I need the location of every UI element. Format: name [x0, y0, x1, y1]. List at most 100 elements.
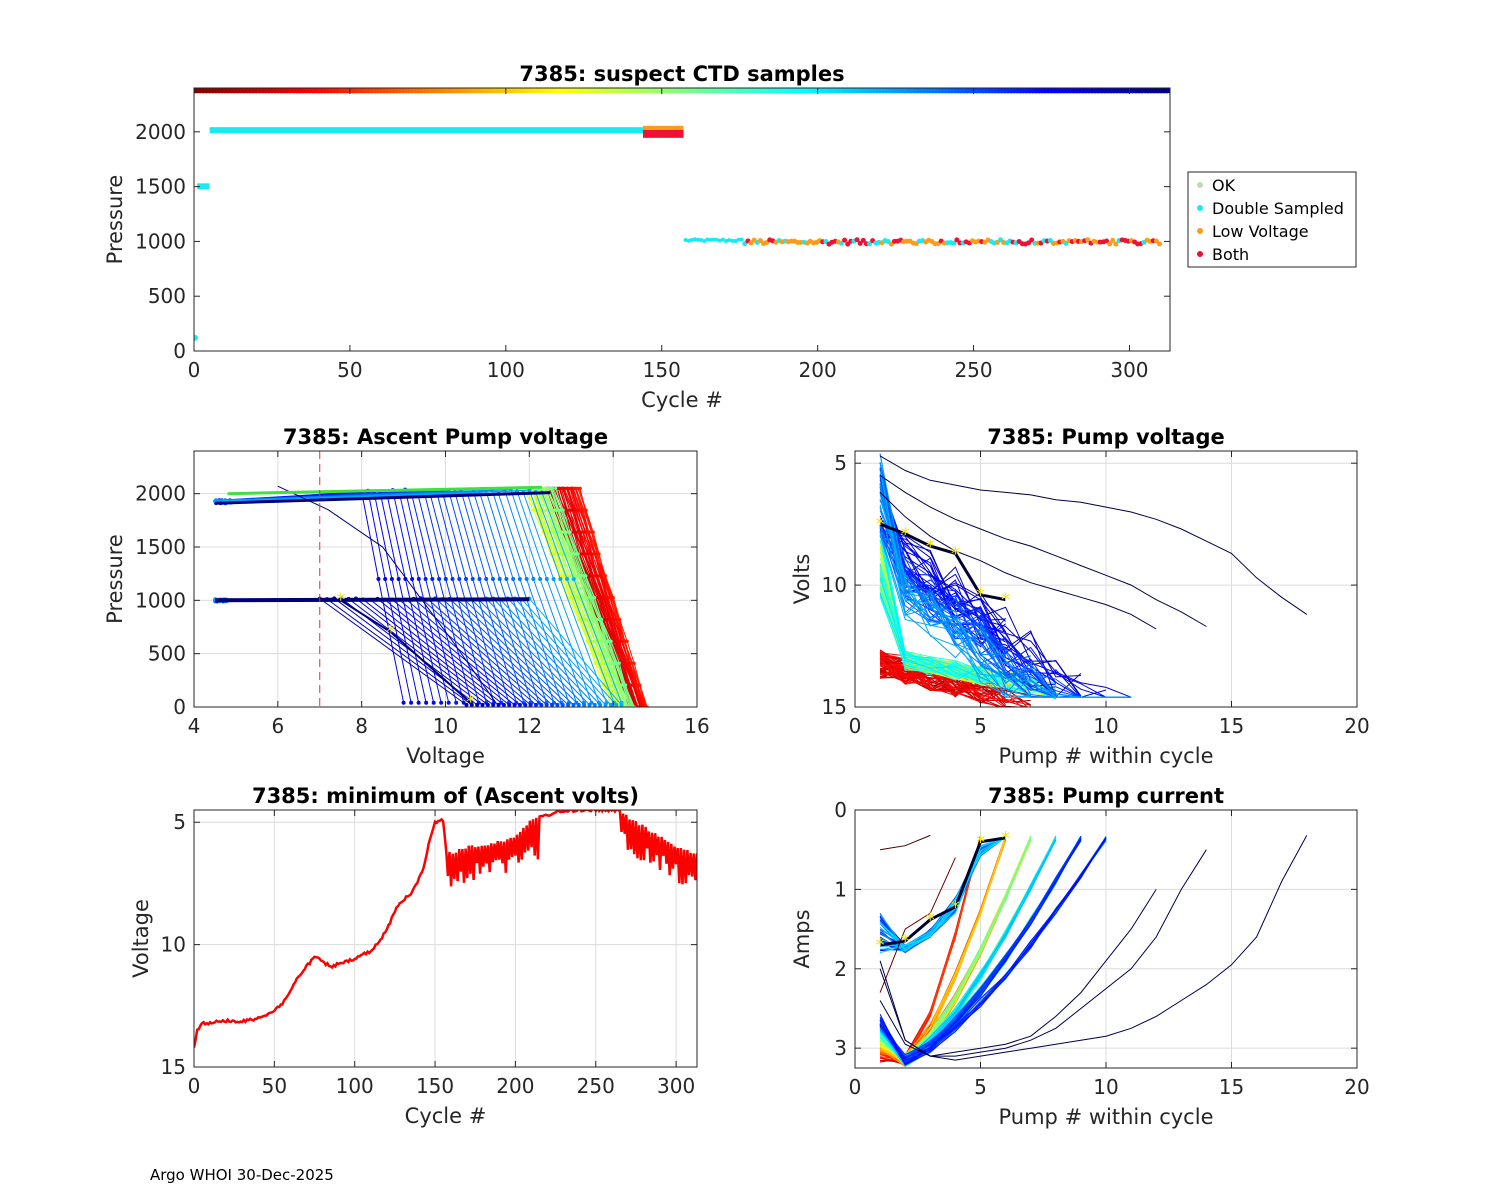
double-sampled-point: [194, 334, 198, 341]
ascent-series-late-point: [383, 577, 388, 581]
ascent-series-late-point: [576, 702, 581, 707]
legend-marker: [1197, 182, 1203, 188]
pump-voltage-series-late: [879, 524, 1057, 698]
ascent-series-middle-point: [576, 552, 580, 556]
double-sampled-point: [683, 237, 688, 242]
y-tick-label: 1500: [135, 175, 186, 199]
ascent-series-early-point: [583, 530, 587, 534]
pump-voltage-star: *: [1001, 590, 1010, 611]
double-sampled-point: [705, 237, 710, 242]
ascent-series-late-point: [403, 577, 408, 581]
pump-current-series-late: [879, 836, 1006, 952]
y-axis-label: Amps: [790, 909, 814, 968]
ascent-diagonal-line: [340, 599, 472, 704]
pump-voltage-highlight: [879, 522, 1006, 602]
both-block: [643, 129, 684, 138]
x-tick-label: 250: [954, 358, 992, 382]
double-sampled-point: [711, 237, 716, 242]
pump-voltage-long-series: [879, 455, 1308, 615]
ascent-series-early-point: [573, 530, 578, 534]
ascent-series-middle-point: [545, 486, 549, 490]
double-sampled-point: [689, 238, 694, 243]
x-tick-label: 16: [684, 714, 709, 738]
x-axis-label: Cycle #: [641, 388, 723, 412]
double-sampled-point: [724, 238, 729, 243]
ascent-series-late-point: [527, 488, 532, 493]
double-sampled-point: [838, 240, 844, 246]
x-tick-label: 300: [657, 1074, 695, 1098]
y-axis-label: Pressure: [103, 175, 127, 265]
x-tick-label: 20: [1344, 714, 1369, 738]
low-voltage-point: [1157, 241, 1163, 247]
ascent-series-early-point: [578, 530, 583, 534]
both-point: [954, 237, 960, 243]
pump-voltage-series-late: [879, 529, 1007, 633]
pump-voltage-star: *: [901, 524, 910, 545]
ascent-series-early-point: [578, 486, 582, 490]
ascent-series-middle-point: [615, 661, 619, 665]
plot-content: [194, 810, 697, 1049]
ascent-series-late-point: [464, 702, 469, 707]
y-axis-label: Voltage: [129, 899, 153, 978]
x-tick-label: 10: [1093, 714, 1118, 738]
both-point: [860, 237, 866, 243]
ascent-series-late-point: [558, 577, 563, 581]
ascent-series-late: [226, 489, 607, 703]
ascent-series-late-point: [446, 700, 451, 705]
pump-voltage-series-early: [879, 663, 981, 703]
ascent-series-middle-point: [568, 574, 572, 578]
y-axis-label: Pressure: [103, 534, 127, 624]
ascent-star-marker: *: [336, 589, 345, 610]
both-point: [854, 237, 860, 243]
ascent-series-early-point: [611, 596, 615, 600]
x-tick-label: 50: [337, 358, 362, 382]
x-tick-label: 0: [188, 1074, 201, 1098]
ascent-series-middle-point: [584, 617, 588, 622]
ascent-series-late-point: [523, 702, 528, 707]
ascent-series-early-point: [630, 661, 634, 665]
ascent-series-late-point: [475, 702, 480, 707]
y-tick-label: 1: [834, 877, 847, 901]
y-tick-label: 5: [834, 451, 847, 475]
double-sampled-point: [708, 237, 713, 242]
ascent-series-late-point: [389, 577, 394, 581]
footer-label: Argo WHOI 30-Dec-2025: [150, 1166, 334, 1184]
x-tick-label: 300: [1110, 358, 1148, 382]
ascent-series-early-point: [562, 486, 566, 490]
double-sampled-point: [727, 238, 732, 243]
legend-marker: [1197, 205, 1203, 211]
pump-current-series: [879, 838, 1082, 1065]
chart-title: 7385: Pump voltage: [987, 425, 1225, 449]
pump-current-star: *: [901, 931, 910, 952]
x-tick-label: 0: [849, 1075, 862, 1099]
ascent-series-early-point: [586, 552, 591, 556]
ascent-series-early-point: [597, 552, 601, 556]
ascent-series-middle-point: [610, 661, 615, 665]
ascent-series-late: [215, 488, 585, 703]
pump-current-series: [879, 837, 1107, 1065]
pump-voltage-series-late: [879, 536, 1032, 686]
x-tick-label: 250: [577, 1074, 615, 1098]
ascent-series-late-point: [531, 577, 536, 581]
low-voltage-block: [643, 125, 684, 130]
ascent-pump-voltage-chart: * * * 4 6 8 10 12 14 16 0 500 1000 1500 2000 7385: Asce…: [103, 425, 710, 768]
axes-box: [193, 809, 698, 1068]
double-sampled-point: [736, 237, 741, 242]
axes-frame: 0 50 100 150 200 250 300 0 500 1000 1500 2000 7385: …: [103, 62, 1357, 412]
pump-voltage-star: *: [926, 536, 935, 557]
legend-item-label: Double Sampled: [1212, 199, 1344, 218]
ascent-series-late-point: [469, 702, 474, 707]
pump-current-star: *: [1001, 828, 1010, 849]
x-tick-label: 20: [1344, 1075, 1369, 1099]
axes-box: [193, 87, 1171, 352]
ascent-series-late-point: [497, 577, 502, 581]
ascent-series-late-point: [614, 702, 619, 707]
ascent-series-late-point: [551, 577, 556, 581]
ascent-series-late: [277, 485, 497, 703]
ascent-series-middle-point: [568, 530, 572, 534]
y-tick-label: 0: [173, 695, 186, 719]
pump-current-highlight: [879, 836, 1006, 947]
ascent-series-early-point: [618, 617, 622, 622]
chart-title: 7385: minimum of (Ascent volts): [252, 784, 639, 808]
pump-voltage-series-middle: [879, 532, 1006, 683]
